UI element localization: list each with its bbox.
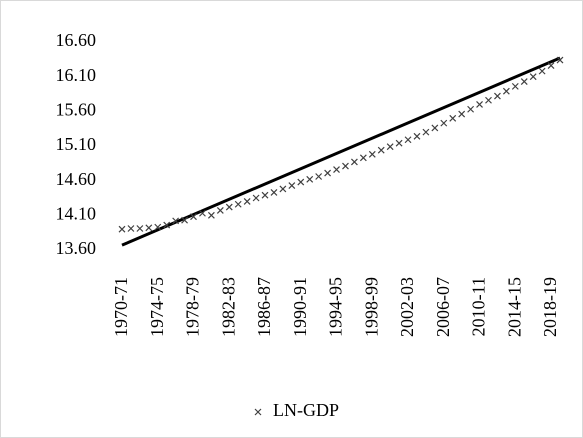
point <box>431 124 439 132</box>
point <box>386 143 394 151</box>
point <box>395 139 403 147</box>
point <box>199 209 206 217</box>
point <box>494 92 501 100</box>
point <box>502 87 510 95</box>
point <box>172 217 180 225</box>
point <box>350 158 358 166</box>
x-tick-label: 1998-99 <box>361 277 381 337</box>
point <box>422 128 430 136</box>
point <box>449 114 457 122</box>
trend-line <box>121 56 561 247</box>
point <box>190 213 197 221</box>
point <box>556 56 564 64</box>
point <box>529 73 537 81</box>
point <box>288 182 296 189</box>
point <box>324 169 332 177</box>
point <box>377 146 385 154</box>
y-tick-label: 14.60 <box>56 169 97 189</box>
x-tick-label: 1994-95 <box>326 277 346 337</box>
point <box>333 166 340 173</box>
legend-label: LN-GDP <box>273 400 339 420</box>
y-tick-label: 13.60 <box>56 238 97 258</box>
point <box>270 189 278 196</box>
x-tick-label: 1986-87 <box>254 277 274 337</box>
x-tick-label: 1970-71 <box>111 277 131 337</box>
point <box>127 225 135 232</box>
point <box>404 136 412 144</box>
point <box>225 203 233 211</box>
x-tick-label: 1982-83 <box>218 277 238 337</box>
point <box>315 173 323 180</box>
point <box>163 221 171 229</box>
x-tick-label: 1978-79 <box>183 277 203 337</box>
point <box>279 185 287 193</box>
point <box>359 154 367 162</box>
y-tick-label: 15.60 <box>56 99 97 119</box>
point <box>118 225 126 233</box>
point <box>413 132 421 140</box>
point <box>511 82 519 90</box>
point <box>538 67 546 75</box>
point <box>252 194 260 202</box>
point <box>145 224 153 232</box>
point <box>234 200 242 208</box>
x-tick-label: 2002-03 <box>397 277 417 337</box>
y-tick-label: 14.10 <box>56 203 97 223</box>
point <box>154 223 162 231</box>
x-tick-label: 2018-19 <box>540 277 560 337</box>
point <box>476 100 483 108</box>
y-tick-label: 16.60 <box>56 30 97 50</box>
y-tick-label: 16.10 <box>56 65 97 85</box>
point <box>207 211 215 219</box>
point <box>306 175 314 183</box>
point <box>297 178 305 186</box>
point <box>485 96 492 104</box>
x-tick-label: 2014-15 <box>504 277 524 337</box>
point <box>216 207 224 214</box>
point <box>458 110 466 118</box>
x-tick-label: 2006-07 <box>433 277 453 337</box>
point <box>261 191 269 199</box>
x-tick-label: 1990-91 <box>290 277 310 337</box>
y-tick-label: 15.10 <box>56 134 97 154</box>
point <box>243 198 251 205</box>
x-tick-label: 2010-11 <box>469 277 489 336</box>
point <box>547 62 555 69</box>
point <box>136 225 144 232</box>
point <box>181 216 188 224</box>
point <box>467 105 475 113</box>
point <box>440 119 448 127</box>
point <box>368 150 376 158</box>
x-tick-label: 1974-75 <box>147 277 167 337</box>
point <box>520 78 528 85</box>
point <box>342 162 349 170</box>
legend-marker <box>254 408 262 416</box>
